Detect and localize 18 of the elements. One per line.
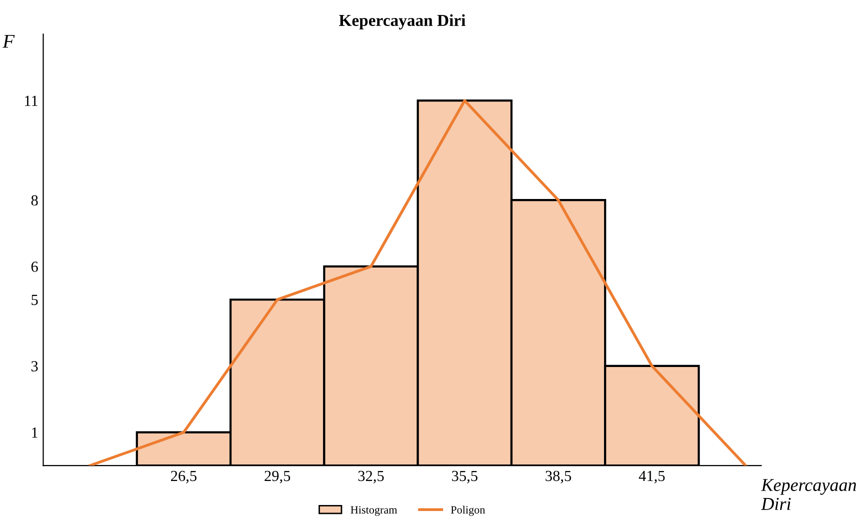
x-tick-label: 41,5 <box>638 470 665 484</box>
y-axis-title: F <box>2 34 15 48</box>
legend-label: Poligon <box>450 506 486 516</box>
chart-title: Kepercayaan Diri <box>339 14 466 30</box>
x-tick-label: 26,5 <box>171 470 196 484</box>
y-tick-label: 5 <box>32 294 38 306</box>
x-axis-title: Kepercayaan Diri <box>760 479 856 510</box>
x-tick-label: 32,5 <box>358 470 384 484</box>
legend-label: Histogram <box>350 506 398 516</box>
x-tick-label: 38,5 <box>546 470 572 484</box>
y-tick-label: 3 <box>31 361 38 372</box>
y-tick-label: 8 <box>31 195 38 206</box>
line-series <box>88 99 747 466</box>
x-tick-label: 29,5 <box>264 470 290 484</box>
y-tick-label: 11 <box>25 96 38 106</box>
y-tick-label: 6 <box>31 262 38 272</box>
y-tick-label: 1 <box>32 428 38 438</box>
x-tick-label: 35,5 <box>452 470 478 484</box>
